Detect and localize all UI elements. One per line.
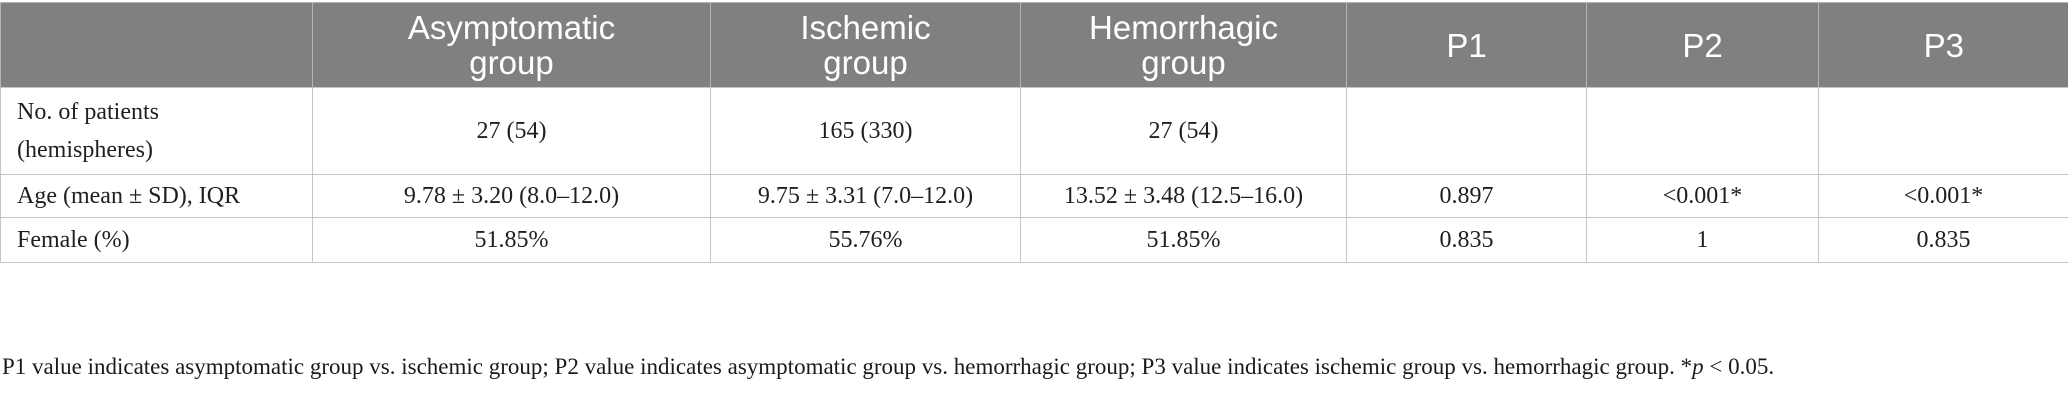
row-label-line: (hemispheres) <box>17 137 153 163</box>
comparison-table-container: Asymptomatic group Ischemic group Hemorr… <box>0 2 2068 263</box>
row-label-line: No. of patients <box>17 99 159 125</box>
table-cell <box>1818 87 2068 175</box>
table-cell: 0.835 <box>1818 217 2068 263</box>
header-cell-hemorrhagic: Hemorrhagic group <box>1020 2 1347 88</box>
comparison-table: Asymptomatic group Ischemic group Hemorr… <box>0 2 2068 263</box>
header-line: P1 <box>1446 26 1487 64</box>
table-cell: 0.835 <box>1346 217 1587 263</box>
header-cell-blank <box>0 2 313 88</box>
row-label-patients: No. of patients (hemispheres) <box>0 87 313 175</box>
table-row-age: Age (mean ± SD), IQR 9.78 ± 3.20 (8.0–12… <box>0 174 2068 218</box>
footnote-threshold: < 0.05. <box>1703 354 1775 379</box>
table-cell: 27 (54) <box>1020 87 1347 175</box>
table-cell: 9.75 ± 3.31 (7.0–12.0) <box>710 174 1021 218</box>
table-row-patients: No. of patients (hemispheres) 27 (54) 16… <box>0 87 2068 175</box>
header-line: Ischemic <box>800 9 931 46</box>
table-header-row: Asymptomatic group Ischemic group Hemorr… <box>0 2 2068 88</box>
table-cell: <0.001* <box>1818 174 2068 218</box>
table-cell: 9.78 ± 3.20 (8.0–12.0) <box>312 174 711 218</box>
table-cell: 13.52 ± 3.48 (12.5–16.0) <box>1020 174 1347 218</box>
header-line: group <box>1141 44 1226 81</box>
table-cell: 51.85% <box>1020 217 1347 263</box>
header-line: P3 <box>1923 26 1964 64</box>
header-cell-p1: P1 <box>1346 2 1587 88</box>
table-cell <box>1346 87 1587 175</box>
header-line: P2 <box>1682 26 1723 64</box>
footnote-p-symbol: p <box>1692 354 1704 379</box>
table-cell: 55.76% <box>710 217 1021 263</box>
header-cell-p3: P3 <box>1818 2 2068 88</box>
table-cell: 1 <box>1586 217 1819 263</box>
header-cell-p2: P2 <box>1586 2 1819 88</box>
table-cell: <0.001* <box>1586 174 1819 218</box>
footnote-text: P1 value indicates asymptomatic group vs… <box>2 354 1693 379</box>
header-line: group <box>823 44 908 81</box>
header-cell-ischemic: Ischemic group <box>710 2 1021 88</box>
table-cell: 165 (330) <box>710 87 1021 175</box>
row-label-age: Age (mean ± SD), IQR <box>0 174 313 218</box>
header-line: group <box>469 44 554 81</box>
table-row-female: Female (%) 51.85% 55.76% 51.85% 0.835 1 … <box>0 217 2068 263</box>
row-label-female: Female (%) <box>0 217 313 263</box>
table-footnote: P1 value indicates asymptomatic group vs… <box>2 352 2066 382</box>
header-cell-asymptomatic: Asymptomatic group <box>312 2 711 88</box>
header-line: Asymptomatic <box>407 9 616 46</box>
table-cell: 0.897 <box>1346 174 1587 218</box>
header-line: Hemorrhagic <box>1089 9 1278 46</box>
table-cell: 27 (54) <box>312 87 711 175</box>
table-cell <box>1586 87 1819 175</box>
table-cell: 51.85% <box>312 217 711 263</box>
